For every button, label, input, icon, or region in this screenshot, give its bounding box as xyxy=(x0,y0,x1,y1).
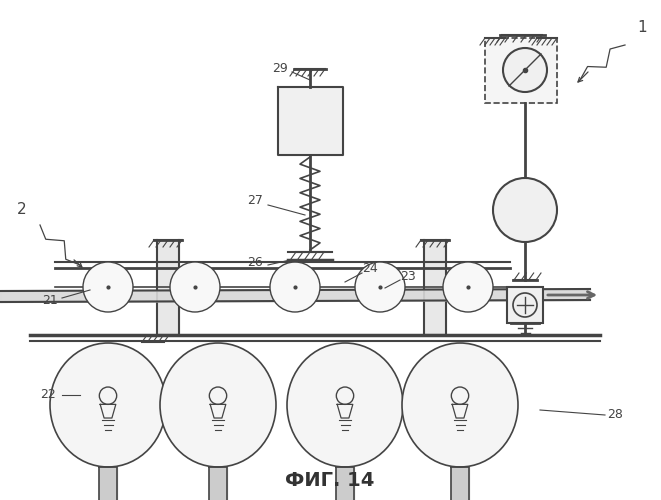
Circle shape xyxy=(493,178,557,242)
Ellipse shape xyxy=(160,343,276,467)
Ellipse shape xyxy=(402,343,518,467)
Circle shape xyxy=(83,262,133,312)
Text: 28: 28 xyxy=(607,408,623,422)
Circle shape xyxy=(170,262,220,312)
Text: 1: 1 xyxy=(637,20,647,36)
Text: 23: 23 xyxy=(400,270,416,282)
Ellipse shape xyxy=(50,343,166,467)
Circle shape xyxy=(270,262,320,312)
Circle shape xyxy=(503,48,547,92)
Bar xyxy=(507,287,543,323)
Bar xyxy=(485,38,557,103)
Text: 2: 2 xyxy=(17,202,27,218)
Text: 21: 21 xyxy=(42,294,58,306)
Text: 22: 22 xyxy=(40,388,56,402)
Text: ФИГ. 14: ФИГ. 14 xyxy=(286,470,375,490)
Text: 26: 26 xyxy=(247,256,263,268)
Text: 27: 27 xyxy=(247,194,263,206)
Text: 24: 24 xyxy=(362,262,378,274)
Text: 29: 29 xyxy=(272,62,288,74)
Circle shape xyxy=(443,262,493,312)
Ellipse shape xyxy=(287,343,403,467)
Circle shape xyxy=(355,262,405,312)
